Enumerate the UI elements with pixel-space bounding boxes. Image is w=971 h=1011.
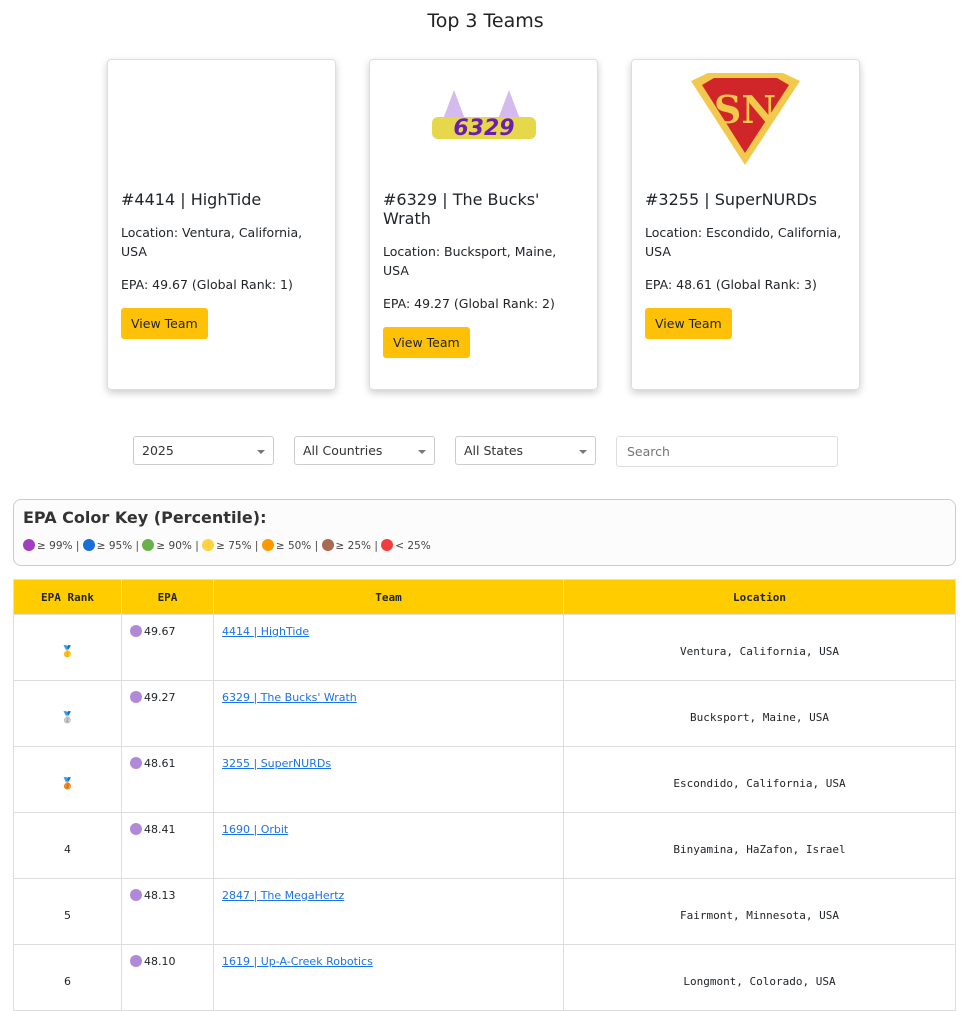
key-dot-icon — [23, 539, 35, 551]
epa-value: 49.27 — [144, 691, 176, 704]
epa-value: 48.13 — [144, 889, 176, 902]
team-link[interactable]: 6329 | The Bucks' Wrath — [222, 691, 357, 704]
epa-dot-icon — [130, 823, 142, 835]
team-logo: SN — [645, 60, 846, 180]
epa-dot-icon — [130, 955, 142, 967]
location-cell: Fairmont, Minnesota, USA — [563, 878, 956, 945]
card-epa: EPA: 48.61 (Global Rank: 3) — [645, 277, 817, 292]
epa-dot-icon — [130, 691, 142, 703]
team-card: SN #3255 | SuperNURDs Location: Escondid… — [631, 59, 860, 390]
table-row: 4 48.41 1690 | Orbit Binyamina, HaZafon,… — [13, 812, 956, 879]
card-location: Location: Ventura, California, USA — [121, 225, 303, 259]
team-logo: 6329 — [383, 60, 584, 180]
table-row: 6 48.10 1619 | Up-A-Creek Robotics Longm… — [13, 944, 956, 1011]
location-cell: Escondido, California, USA — [563, 746, 956, 813]
epa-dot-icon — [130, 889, 142, 901]
location-cell: Longmont, Colorado, USA — [563, 944, 956, 1011]
location-cell: Bucksport, Maine, USA — [563, 680, 956, 747]
rank-cell: 🥈 — [13, 680, 122, 747]
page-title: Top 3 Teams — [427, 10, 544, 32]
team-card: #4414 | HighTide Location: Ventura, Cali… — [107, 59, 336, 390]
header-team[interactable]: Team — [213, 579, 564, 615]
view-team-button[interactable]: View Team — [645, 308, 732, 339]
table-row: 🥉 48.61 3255 | SuperNURDs Escondido, Cal… — [13, 746, 956, 813]
key-label: ≥ 90% — [156, 540, 192, 552]
team-link[interactable]: 1690 | Orbit — [222, 823, 289, 836]
epa-dot-icon — [130, 757, 142, 769]
key-label: ≥ 95% — [96, 540, 133, 552]
view-team-button[interactable]: View Team — [383, 327, 470, 358]
key-label: ≥ 75% — [216, 540, 252, 552]
svg-text:SN: SN — [714, 87, 776, 132]
view-team-button[interactable]: View Team — [121, 308, 208, 339]
card-epa: EPA: 49.67 (Global Rank: 1) — [121, 277, 293, 292]
key-label: ≥ 25% — [335, 540, 371, 552]
key-dot-icon — [82, 539, 95, 551]
location-cell: Binyamina, HaZafon, Israel — [563, 812, 956, 879]
rank-cell: 🥉 — [13, 746, 122, 813]
key-items: ≥ 99% | ≥ 95% | ≥ 90% | ≥ 75% | ≥ 50% | … — [23, 539, 946, 552]
card-heading: #6329 | The Bucks' Wrath — [383, 190, 540, 228]
epa-value: 48.61 — [144, 757, 176, 770]
key-label: ≥ 99% — [37, 540, 73, 552]
key-dot-icon — [202, 539, 215, 551]
team-link[interactable]: 4414 | HighTide — [222, 625, 310, 638]
key-dot-icon — [321, 539, 334, 551]
key-dot-icon — [261, 539, 274, 551]
teams-table: EPA Rank EPA Team Location 🥇 49.67 4414 … — [13, 579, 956, 1011]
epa-value: 48.41 — [144, 823, 176, 836]
team-link[interactable]: 2847 | The MegaHertz — [222, 889, 345, 902]
card-location: Location: Bucksport, Maine, USA — [383, 244, 557, 278]
team-card: 6329 #6329 | The Bucks' Wrath Location: … — [369, 59, 598, 390]
svg-text:6329: 6329 — [453, 116, 514, 141]
epa-color-key: EPA Color Key (Percentile): ≥ 99% | ≥ 95… — [13, 499, 956, 566]
team-link[interactable]: 1619 | Up-A-Creek Robotics — [222, 955, 373, 968]
team-link[interactable]: 3255 | SuperNURDs — [222, 757, 332, 770]
year-select[interactable]: 2025 — [133, 436, 274, 465]
card-epa: EPA: 49.27 (Global Rank: 2) — [383, 296, 555, 311]
epa-value: 49.67 — [144, 625, 176, 638]
key-title: EPA Color Key (Percentile): — [23, 508, 267, 527]
epa-dot-icon — [130, 625, 142, 637]
rank-cell: 5 — [13, 878, 122, 945]
header-rank[interactable]: EPA Rank — [13, 579, 122, 615]
table-row: 🥈 49.27 6329 | The Bucks' Wrath Buckspor… — [13, 680, 956, 747]
card-heading: #4414 | HighTide — [121, 190, 262, 209]
key-dot-icon — [142, 539, 155, 551]
country-select[interactable]: All Countries — [294, 436, 435, 465]
card-location: Location: Escondido, California, USA — [645, 225, 842, 259]
state-select[interactable]: All States — [455, 436, 596, 465]
card-heading: #3255 | SuperNURDs — [645, 190, 818, 209]
search-input[interactable] — [616, 436, 838, 467]
location-cell: Ventura, California, USA — [563, 614, 956, 681]
rank-cell: 6 — [13, 944, 122, 1011]
key-label: ≥ 50% — [275, 540, 312, 552]
table-row: 🥇 49.67 4414 | HighTide Ventura, Califor… — [13, 614, 956, 681]
rank-cell: 4 — [13, 812, 122, 879]
key-label: < 25% — [395, 540, 431, 552]
rank-cell: 🥇 — [13, 614, 122, 681]
header-location[interactable]: Location — [563, 579, 956, 615]
key-dot-icon — [381, 539, 394, 551]
table-row: 5 48.13 2847 | The MegaHertz Fairmont, M… — [13, 878, 956, 945]
header-epa[interactable]: EPA — [121, 579, 214, 615]
epa-value: 48.10 — [144, 955, 176, 968]
team-logo — [121, 60, 322, 180]
